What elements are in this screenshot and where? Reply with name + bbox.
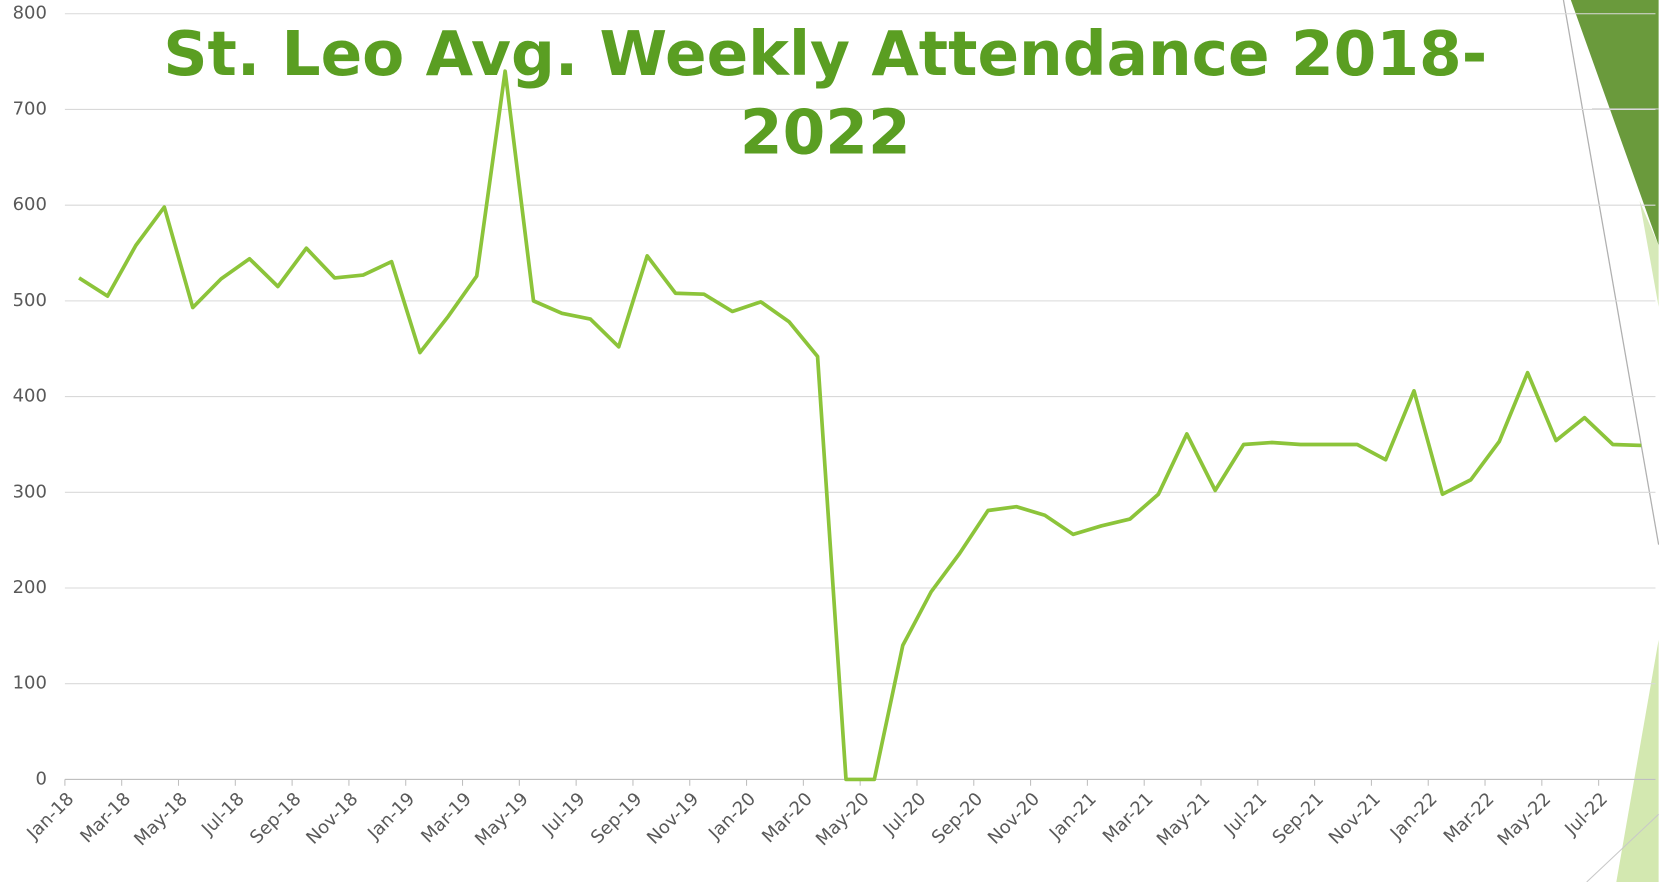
x-tick-label: Mar-22 xyxy=(1440,789,1499,848)
x-tick-label: Jan-22 xyxy=(1386,789,1442,845)
y-tick-label: 400 xyxy=(13,386,47,407)
x-tick-label: May-21 xyxy=(1153,789,1215,851)
y-tick-label: 200 xyxy=(13,577,47,598)
title-box: St. Leo Avg. Weekly Attendance 2018-2022 xyxy=(138,15,1513,184)
decoration xyxy=(1571,0,1659,245)
x-tick-label: Sep-19 xyxy=(587,789,647,849)
chart: 0100200300400500600700800Jan-18Mar-18May… xyxy=(0,0,1659,882)
x-tick-label: May-19 xyxy=(471,789,533,851)
x-tick-label: May-20 xyxy=(812,789,874,851)
y-tick-label: 100 xyxy=(13,673,47,694)
x-tick-label: Jan-20 xyxy=(704,789,760,845)
x-tick-label: Mar-18 xyxy=(76,789,135,848)
decoration xyxy=(1616,640,1658,882)
x-tick-label: Jul-19 xyxy=(538,789,590,841)
x-tick-label: Nov-18 xyxy=(302,789,362,849)
x-tick-label: Nov-21 xyxy=(1325,789,1385,849)
x-tick-label: Mar-20 xyxy=(758,789,817,848)
y-tick-label: 0 xyxy=(35,768,46,789)
y-tick-label: 600 xyxy=(13,194,47,215)
x-tick-label: Sep-20 xyxy=(928,789,988,849)
x-tick-label: Jan-19 xyxy=(363,789,419,845)
x-tick-label: Nov-20 xyxy=(984,789,1044,849)
y-tick-label: 500 xyxy=(13,290,47,311)
y-tick-label: 300 xyxy=(13,481,47,502)
x-tick-label: Sep-18 xyxy=(246,789,306,849)
x-tick-label: Jul-22 xyxy=(1560,789,1612,841)
x-tick-label: May-22 xyxy=(1494,789,1556,851)
x-tick-label: Jan-18 xyxy=(22,789,78,845)
x-tick-label: Mar-19 xyxy=(417,789,476,848)
y-tick-label: 700 xyxy=(13,98,47,119)
x-tick-label: May-18 xyxy=(130,789,192,851)
y-tick-label: 800 xyxy=(13,3,47,24)
x-tick-label: Nov-19 xyxy=(643,789,703,849)
x-tick-label: Mar-21 xyxy=(1099,789,1158,848)
x-tick-label: Jul-21 xyxy=(1220,789,1272,841)
chart-title: St. Leo Avg. Weekly Attendance 2018-2022 xyxy=(138,15,1513,172)
x-tick-label: Sep-21 xyxy=(1268,789,1328,849)
x-tick-label: Jul-18 xyxy=(197,789,249,841)
x-tick-label: Jan-21 xyxy=(1045,789,1101,845)
x-tick-label: Jul-20 xyxy=(879,789,931,841)
